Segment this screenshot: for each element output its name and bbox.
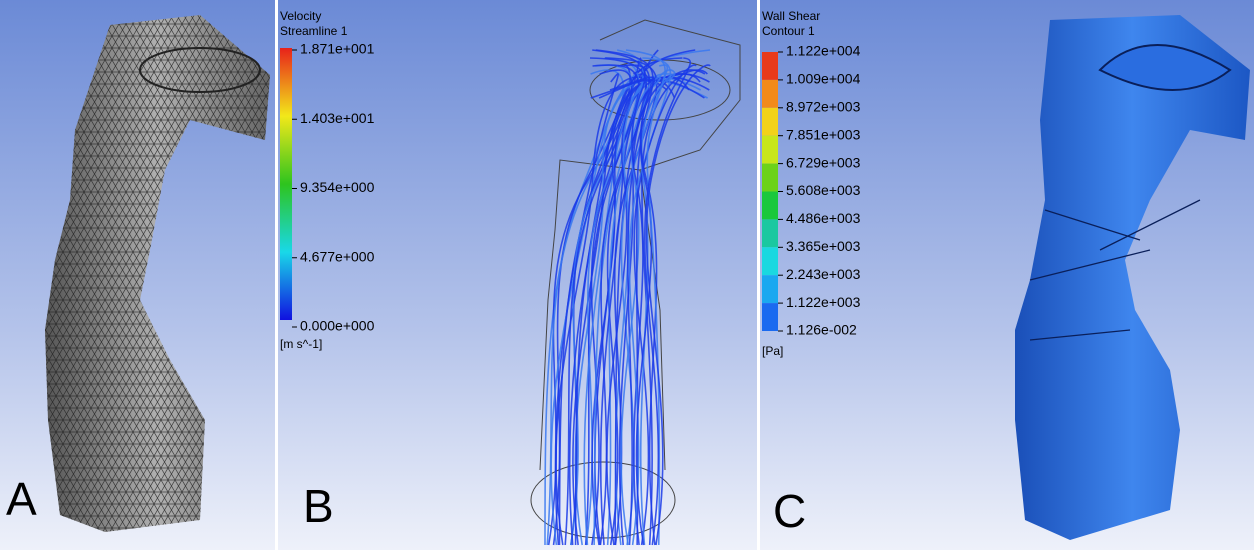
legend-unit: [Pa] <box>762 344 783 358</box>
tick-label: 1.122e+004 <box>786 43 861 59</box>
streamline <box>546 69 625 546</box>
tick-label: 1.126e-002 <box>786 322 857 338</box>
tick-label: 6.729e+003 <box>786 154 861 170</box>
tick-label: 4.677e+000 <box>300 248 375 264</box>
streamline <box>645 64 711 546</box>
streamline <box>593 49 644 546</box>
legend-title: Wall Shear <box>762 9 820 23</box>
color-band <box>762 219 778 248</box>
streamline <box>606 64 650 546</box>
wall-surface <box>1015 15 1250 540</box>
panel-label: C <box>773 485 806 537</box>
color-band <box>762 303 778 331</box>
tick-label: 0.000e+000 <box>300 318 375 334</box>
divider <box>757 0 760 550</box>
streamline <box>564 69 633 546</box>
streamline <box>592 49 647 546</box>
colorbar-b <box>280 48 292 320</box>
streamline <box>609 76 656 546</box>
streamline <box>606 76 690 546</box>
legend-subtitle: Contour 1 <box>762 24 815 38</box>
streamline <box>590 79 658 546</box>
panel-label: B <box>303 480 334 532</box>
divider <box>275 0 278 550</box>
colorbar-c <box>762 52 778 331</box>
tick-label: 7.851e+003 <box>786 126 861 142</box>
tick-label: 3.365e+003 <box>786 238 861 254</box>
mesh-model <box>45 15 270 532</box>
tick-label: 1.122e+003 <box>786 294 861 310</box>
color-band <box>762 135 778 164</box>
color-band <box>762 107 778 136</box>
legend-unit: [m s^-1] <box>280 337 322 351</box>
streamline <box>555 76 668 546</box>
tick-label: 1.403e+001 <box>300 110 375 126</box>
color-band <box>762 275 778 304</box>
tick-label: 8.972e+003 <box>786 99 861 115</box>
panel-label: A <box>6 473 37 525</box>
streamline <box>589 57 648 546</box>
color-band <box>762 79 778 108</box>
color-band <box>762 52 778 80</box>
color-band <box>762 163 778 192</box>
tick-label: 9.354e+000 <box>300 179 375 195</box>
legend-title: Velocity <box>280 9 321 23</box>
tick-label: 2.243e+003 <box>786 266 861 282</box>
streamline <box>644 57 692 546</box>
color-band <box>762 247 778 276</box>
tick-label: 4.486e+003 <box>786 210 861 226</box>
streamline <box>641 69 708 546</box>
tick-label: 1.009e+004 <box>786 71 861 87</box>
legend-subtitle: Streamline 1 <box>280 24 348 38</box>
color-band <box>762 191 778 220</box>
streamline <box>628 57 672 546</box>
streamline <box>606 69 677 546</box>
tick-label: 5.608e+003 <box>786 182 861 198</box>
tick-label: 1.871e+001 <box>300 41 375 57</box>
streamlines <box>544 49 711 546</box>
